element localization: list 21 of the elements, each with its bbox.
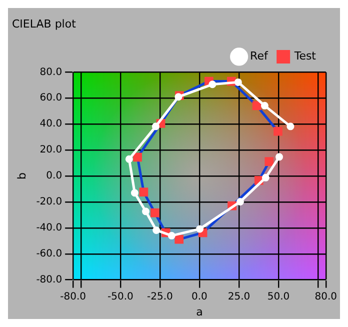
- y-tick-label: 80.0: [40, 66, 62, 78]
- x-tick-label: -80.0: [60, 291, 86, 302]
- x-tick-label: -25.0: [147, 291, 173, 302]
- chart-title: CIELAB plot: [12, 17, 77, 30]
- y-tick-label: 40.0: [40, 118, 62, 130]
- x-tick-label: 80.0: [314, 291, 337, 302]
- x-tick-label: 25.0: [228, 291, 250, 302]
- x-axis-title: a: [196, 305, 203, 318]
- legend-label: Ref: [250, 50, 269, 63]
- y-tick-label: 0.0: [46, 170, 62, 182]
- y-tick-label: -80.0: [36, 274, 62, 286]
- y-tick-label: -60.0: [36, 248, 62, 260]
- y-axis-title: b: [15, 172, 28, 180]
- x-tick-label: -50.0: [108, 291, 134, 302]
- x-tick-label: 50.0: [267, 291, 290, 302]
- legend-label: Test: [293, 50, 317, 63]
- y-tick-label: -20.0: [36, 196, 62, 208]
- y-tick-label: 60.0: [40, 92, 62, 104]
- y-tick-label: 20.0: [40, 144, 62, 156]
- x-tick-label: 0.0: [192, 291, 208, 302]
- y-tick-label: -40.0: [36, 222, 62, 234]
